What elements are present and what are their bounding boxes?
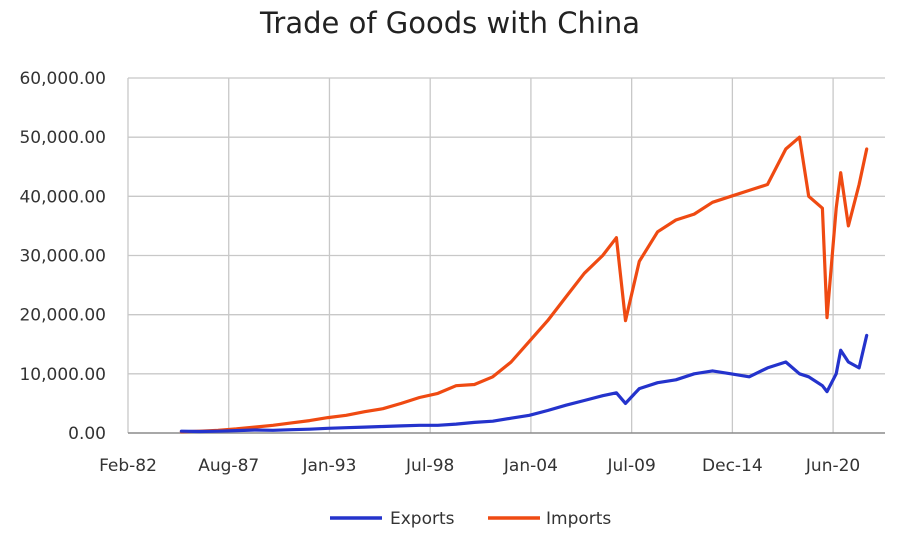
series-line-exports [179,333,869,434]
y-tick-label: 60,000.00 [19,69,106,89]
y-tick-label: 40,000.00 [19,187,106,207]
x-tick-label: Aug-87 [198,456,259,476]
x-tick-label: Jul-98 [405,456,454,476]
x-tick-label: Dec-14 [702,456,763,476]
x-tick-label: Jun-20 [805,456,860,476]
legend-label-imports: Imports [546,509,611,529]
y-tick-label: 50,000.00 [19,128,106,148]
y-tick-label: 20,000.00 [19,306,106,326]
y-tick-label: 10,000.00 [19,365,106,385]
chart-title: Trade of Goods with China [259,6,641,40]
x-tick-label: Jul-09 [607,456,656,476]
x-tick-label: Jan-04 [503,456,558,476]
series-line-imports [179,135,869,434]
y-tick-label: 30,000.00 [19,247,106,267]
x-tick-label: Jan-93 [301,456,356,476]
x-tick-label: Feb-82 [99,456,157,476]
legend-label-exports: Exports [390,509,455,529]
y-tick-label: 0.00 [68,424,106,444]
